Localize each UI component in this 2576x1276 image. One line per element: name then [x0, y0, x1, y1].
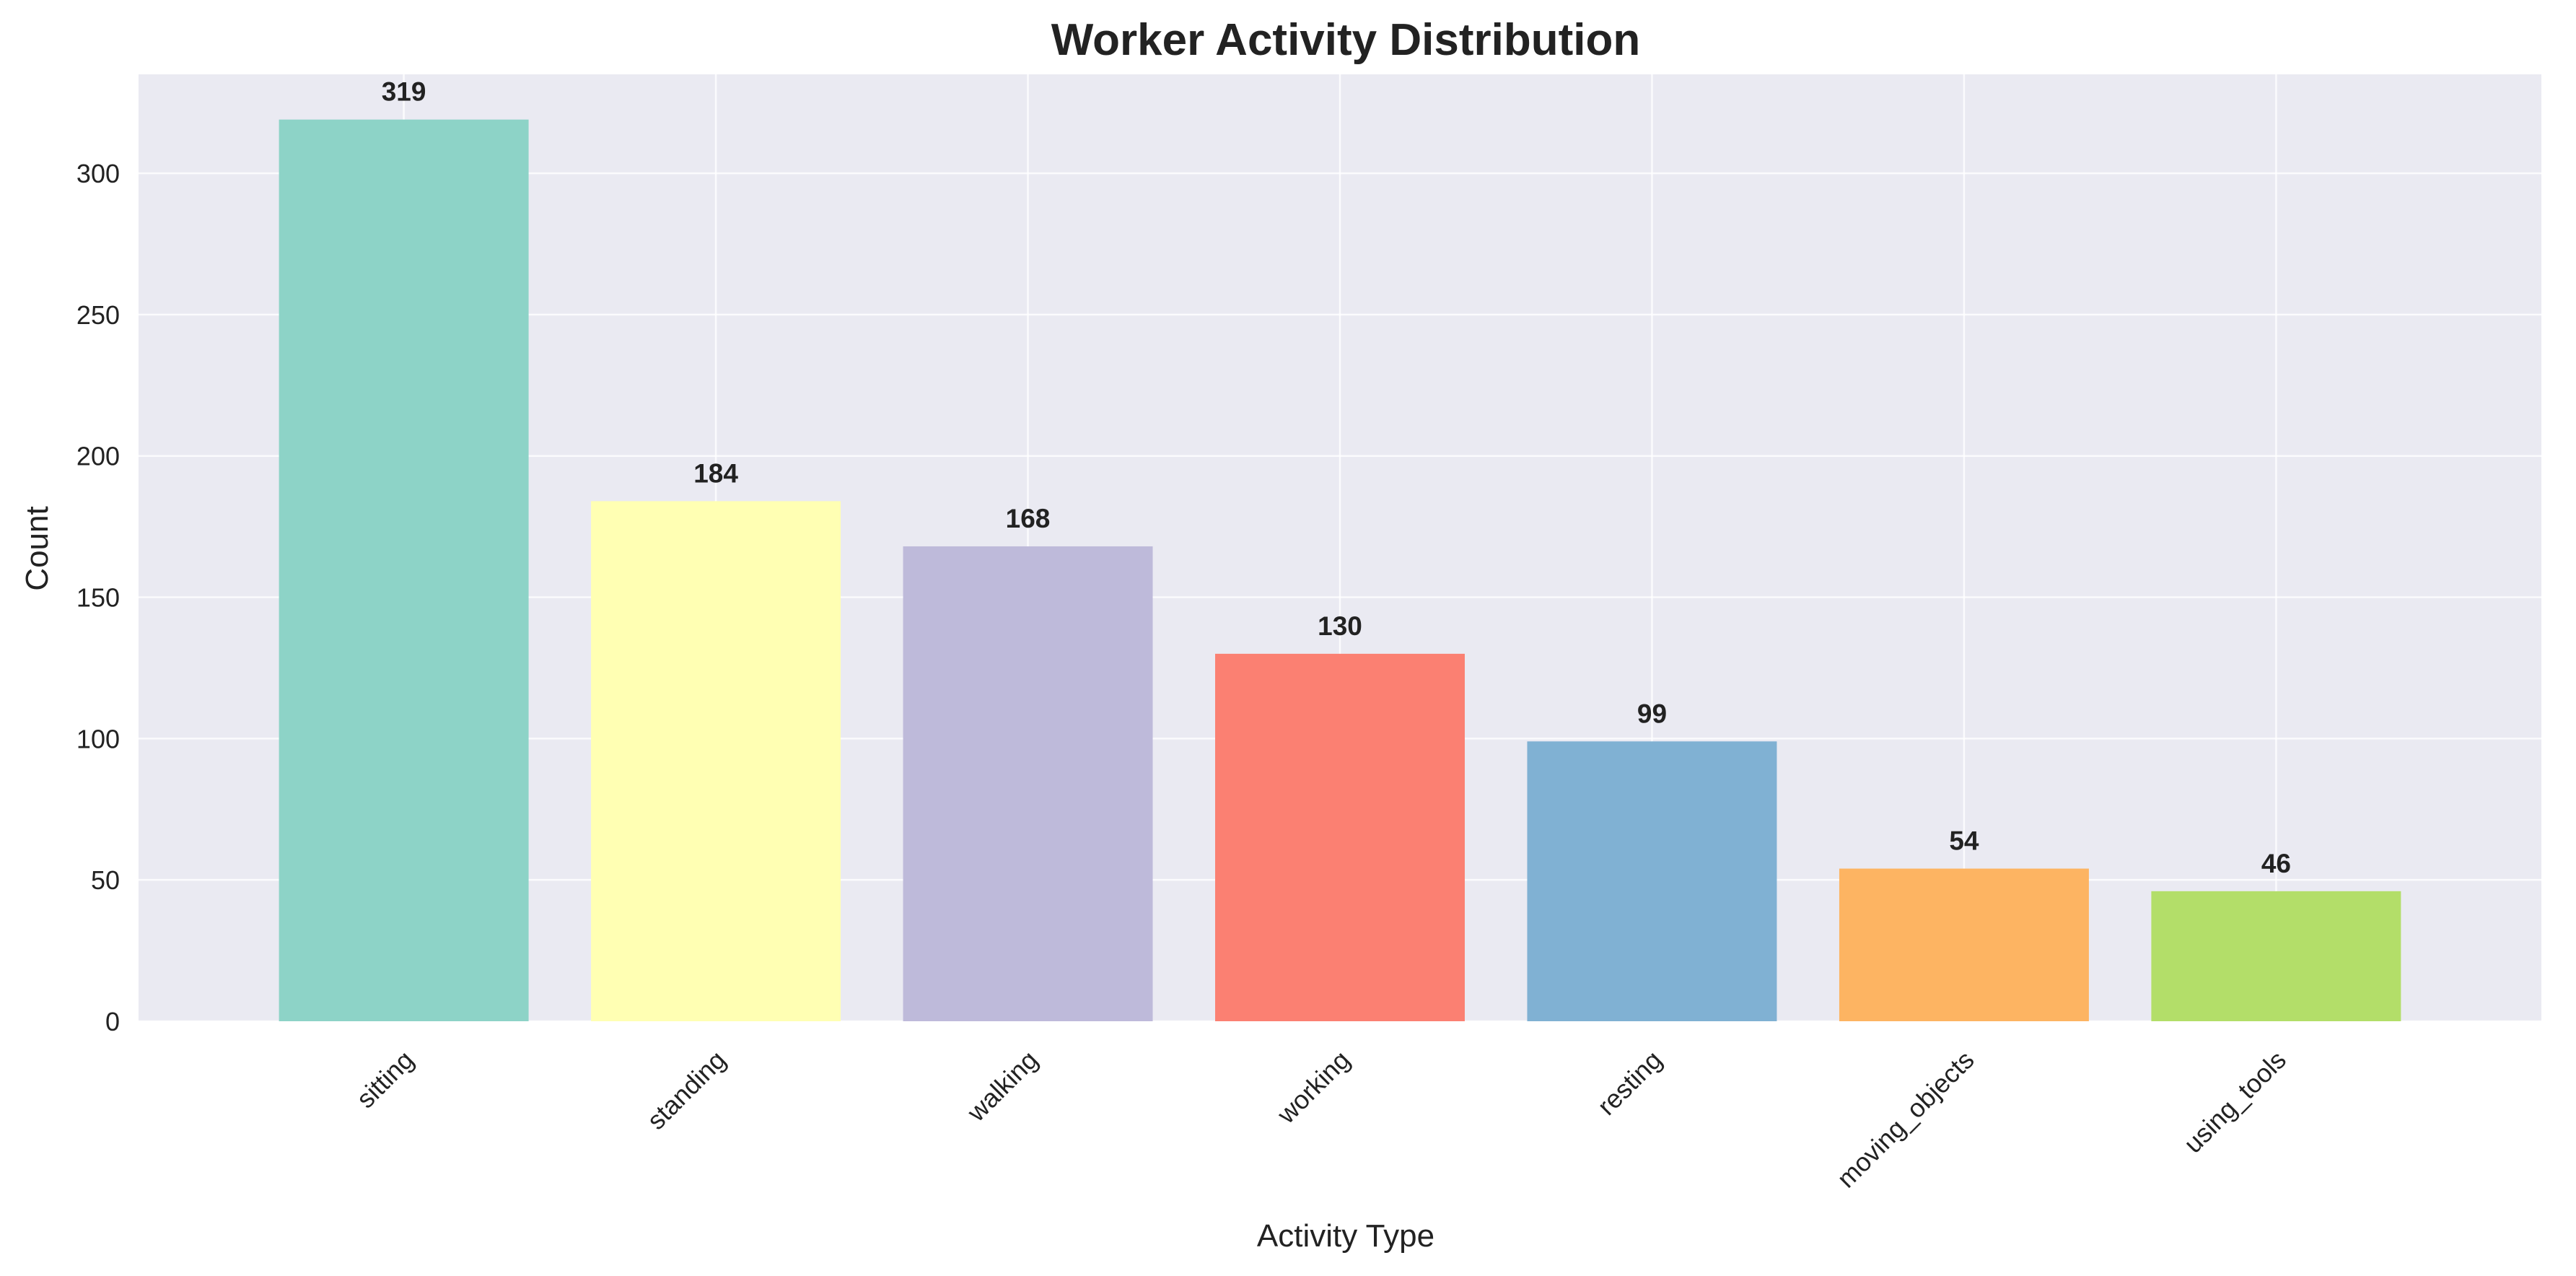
value-label: 319: [382, 77, 426, 107]
value-label: 184: [693, 458, 738, 488]
bar-working: [1215, 653, 1465, 1021]
y-axis-label: Count: [19, 506, 55, 590]
y-tick-label: 300: [76, 159, 120, 188]
y-axis-ticks: 0 50 100 150 200 250 300: [76, 159, 120, 1036]
value-labels: 319 184 168 130 99 54 46: [382, 77, 2291, 878]
bar-using-tools: [2151, 891, 2401, 1021]
y-tick-label: 200: [76, 442, 120, 471]
bar-moving-objects: [1839, 868, 2089, 1021]
x-axis-ticks: sitting standing walking working resting movi…: [351, 1045, 2292, 1194]
y-tick-label: 250: [76, 300, 120, 330]
value-label: 46: [2261, 849, 2291, 878]
x-tick-label: working: [1271, 1045, 1355, 1129]
y-tick-label: 150: [76, 583, 120, 613]
x-tick-label: moving_objects: [1831, 1045, 1980, 1194]
value-label: 54: [1949, 826, 1979, 856]
bar-walking: [903, 546, 1153, 1021]
bar-standing: [591, 501, 841, 1021]
bar-sitting: [279, 119, 529, 1021]
value-label: 168: [1006, 504, 1051, 533]
value-label: 99: [1637, 699, 1667, 728]
x-tick-label: resting: [1592, 1045, 1668, 1121]
x-tick-label: walking: [961, 1045, 1044, 1128]
x-tick-label: using_tools: [2178, 1045, 2292, 1159]
x-axis-label: Activity Type: [1257, 1218, 1434, 1254]
bars: [279, 119, 2401, 1021]
y-tick-label: 100: [76, 724, 120, 753]
x-tick-label: standing: [641, 1045, 731, 1135]
bar-resting: [1527, 741, 1777, 1021]
y-tick-label: 0: [105, 1007, 120, 1036]
x-tick-label: sitting: [351, 1045, 419, 1114]
y-tick-label: 50: [91, 865, 120, 895]
value-label: 130: [1318, 611, 1362, 641]
chart-title: Worker Activity Distribution: [1051, 15, 1640, 65]
